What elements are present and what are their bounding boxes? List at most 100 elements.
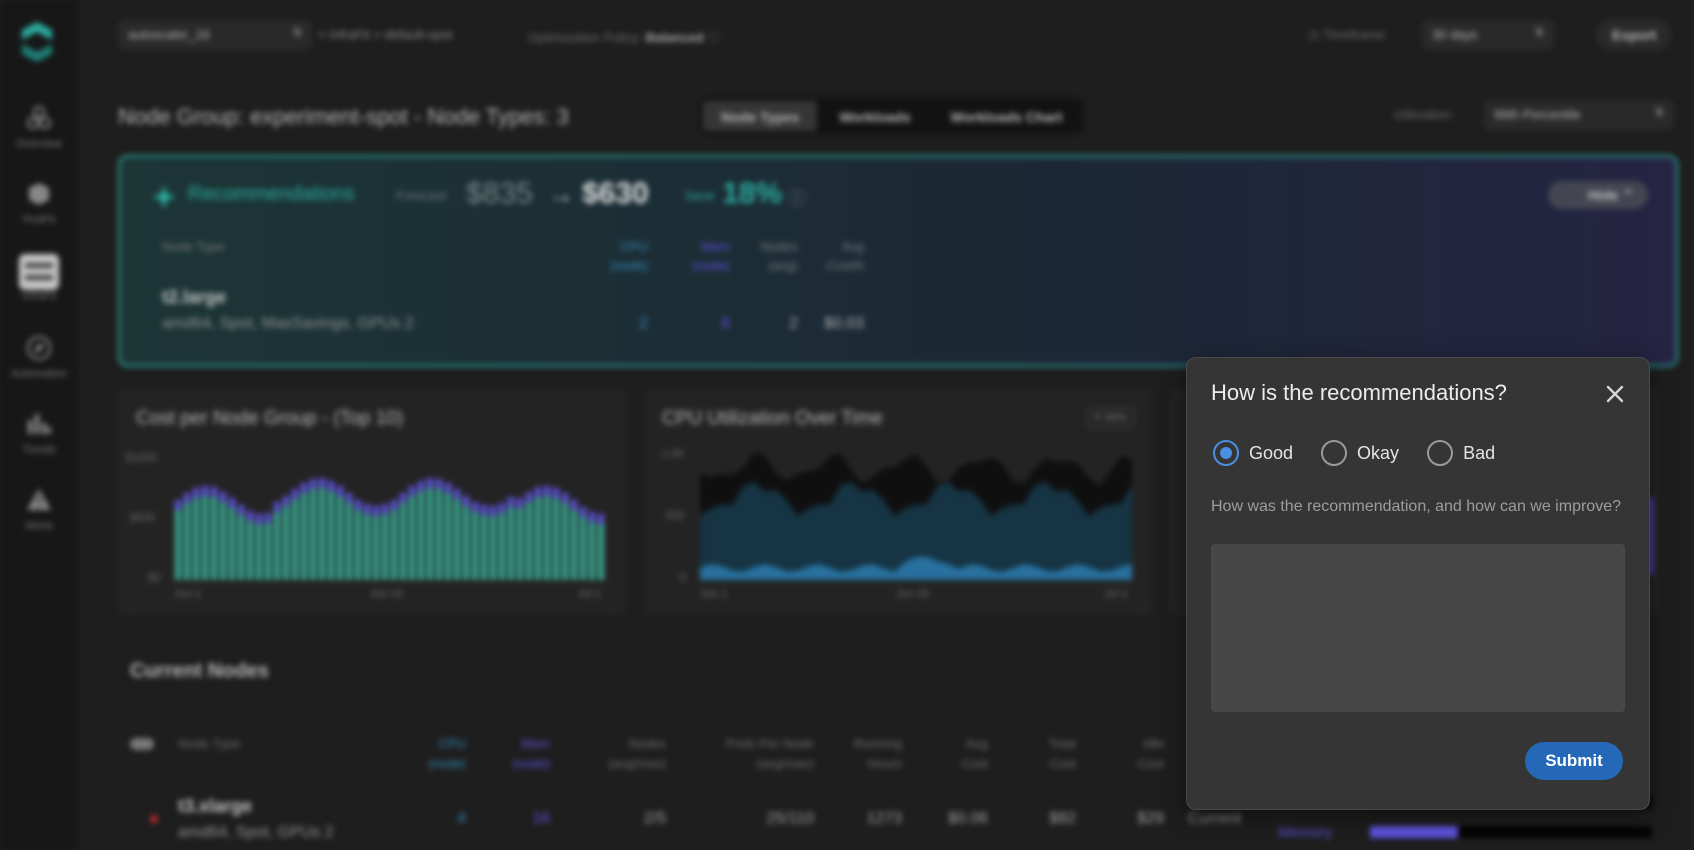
col-mem: Mem (node) xyxy=(512,736,550,771)
radio-circle[interactable] xyxy=(1213,440,1239,466)
feedback-textarea[interactable] xyxy=(1211,544,1625,712)
cpu-area-series xyxy=(700,481,1132,580)
cost-bar-segment xyxy=(373,506,379,516)
x-tick: Jul 1 xyxy=(1104,588,1128,600)
cost-bar-segment xyxy=(175,510,181,580)
sidebar-item-podfit[interactable]: PodFit xyxy=(0,180,78,246)
close-icon[interactable] xyxy=(1603,382,1627,406)
sidebar-item-alerts[interactable]: Alerts xyxy=(0,486,78,552)
y-tick: 500 xyxy=(666,510,685,522)
sidebar: Overview PodFit InfraFit Automation Tren… xyxy=(0,0,78,850)
cost-bar-segment xyxy=(400,493,406,503)
cost-bar-segment xyxy=(589,522,595,580)
cost-bar-segment xyxy=(436,489,442,580)
sidebar-item-automation[interactable]: Automation xyxy=(0,334,78,400)
server-icon xyxy=(19,254,59,290)
sidebar-item-label: Overview xyxy=(16,138,62,150)
cost-bar-segment xyxy=(463,506,469,580)
timeframe-value: 30 days xyxy=(1432,27,1478,42)
cost-chart-title: Cost per Node Group - (Top 10) xyxy=(136,408,404,429)
cost-bar-segment xyxy=(229,498,235,508)
cost-bar-segment xyxy=(310,479,316,489)
col-cpu: CPU (node) xyxy=(610,239,648,273)
col-avg-cost: Avg Cost xyxy=(961,736,988,771)
x-tick: Jun 15 xyxy=(896,588,930,600)
radio-circle[interactable] xyxy=(1321,440,1348,466)
radio-good[interactable]: Good xyxy=(1213,440,1293,466)
cost-bar-segment xyxy=(229,508,235,580)
submit-button[interactable]: Submit xyxy=(1525,742,1623,780)
cost-bar-segment xyxy=(490,516,496,580)
memory-label: Memory xyxy=(1278,824,1333,841)
timeframe-select[interactable]: 30 days ⇅ xyxy=(1422,20,1554,50)
app-logo-icon xyxy=(22,22,52,62)
arrow-right-icon: → xyxy=(548,179,574,209)
policy-value: Balanced xyxy=(645,30,704,45)
cost-bar-segment xyxy=(202,486,208,496)
sparkle-icon xyxy=(152,185,176,209)
tab-node-types[interactable]: Node Types xyxy=(703,101,818,131)
y-tick: $0 xyxy=(148,572,161,584)
col-total-cost: Total Cost xyxy=(1048,736,1076,771)
recommendations-panel: Recommendations Forecast $835 → $630 Sav… xyxy=(118,155,1678,367)
utilization-label: Utilization: xyxy=(1394,107,1454,122)
cost-bar-segment xyxy=(589,512,595,522)
sidebar-item-label: InfraFit xyxy=(21,290,57,302)
y-tick: 1.0K xyxy=(662,448,685,460)
cost-bar-segment xyxy=(535,487,541,497)
rec-mem: 8 xyxy=(721,315,730,332)
cost-bar-segment xyxy=(274,502,280,512)
feedback-dialog: How is the recommendations? Good Okay Ba… xyxy=(1186,357,1650,810)
cost-bar-segment xyxy=(445,493,451,580)
cost-bar-segment xyxy=(220,492,226,502)
radio-circle[interactable] xyxy=(1427,440,1454,466)
percentile-badge: P 99% xyxy=(1087,408,1134,428)
toggle-switch[interactable] xyxy=(130,738,154,750)
cost-bar-segment xyxy=(328,491,334,580)
cost-bar-segment xyxy=(535,497,541,580)
cost-bar-segment xyxy=(526,492,532,502)
cost-bar-segment xyxy=(454,489,460,499)
cost-bar-segment xyxy=(292,489,298,499)
rec-avg-cost: $0.03 xyxy=(823,315,864,332)
sidebar-item-overview[interactable]: Overview xyxy=(0,104,78,170)
x-tick: Jul 1 xyxy=(578,588,602,600)
cost-bar-segment xyxy=(553,488,559,498)
cluster-select[interactable]: autoscaler_16 ⇅ xyxy=(118,20,312,50)
col-running-hours: Running Hours xyxy=(853,736,902,771)
sidebar-item-label: Automation xyxy=(11,368,67,380)
cpu-chart-title: CPU Utilization Over Time xyxy=(662,408,883,429)
cost-bar-segment xyxy=(481,505,487,515)
overview-icon xyxy=(27,106,51,129)
hide-button[interactable]: Hide ⌃ xyxy=(1548,181,1648,209)
cost-bar-segment xyxy=(571,510,577,580)
warning-icon xyxy=(27,489,51,510)
sidebar-item-infrafit[interactable]: InfraFit xyxy=(0,254,78,320)
cost-bar-segment xyxy=(508,497,514,507)
cost-bar-segment xyxy=(265,513,271,523)
memory-usage-bar xyxy=(1370,826,1652,838)
cost-bar-segment xyxy=(355,510,361,580)
forecast-new-cost: $630 xyxy=(582,177,649,210)
cost-bar-segment xyxy=(256,524,262,580)
radio-okay[interactable]: Okay xyxy=(1321,440,1399,466)
node-count: 2/5 xyxy=(643,810,666,827)
cost-bar-segment xyxy=(409,486,415,496)
chevron-up-icon: ⌃ xyxy=(1622,187,1634,203)
memory-usage-fill xyxy=(1370,826,1458,838)
sidebar-item-trends[interactable]: Trends xyxy=(0,410,78,476)
radio-label: Good xyxy=(1249,442,1294,463)
cost-bar-segment xyxy=(238,505,244,515)
cost-bar-segment xyxy=(562,493,568,503)
cost-bar-segment xyxy=(391,500,397,510)
tab-workloads[interactable]: Workloads xyxy=(839,109,911,125)
tab-workloads-chart[interactable]: Workloads Chart xyxy=(950,109,1063,125)
radio-bad[interactable]: Bad xyxy=(1427,440,1495,466)
hide-label: Hide xyxy=(1588,187,1619,203)
utilization-select[interactable]: 99th Percentile ⇅ xyxy=(1484,100,1674,130)
cost-bar-segment xyxy=(184,493,190,503)
export-button[interactable]: Export xyxy=(1596,19,1673,51)
col-node-type: Node Type xyxy=(162,239,225,254)
cost-bar-segment xyxy=(454,499,460,580)
